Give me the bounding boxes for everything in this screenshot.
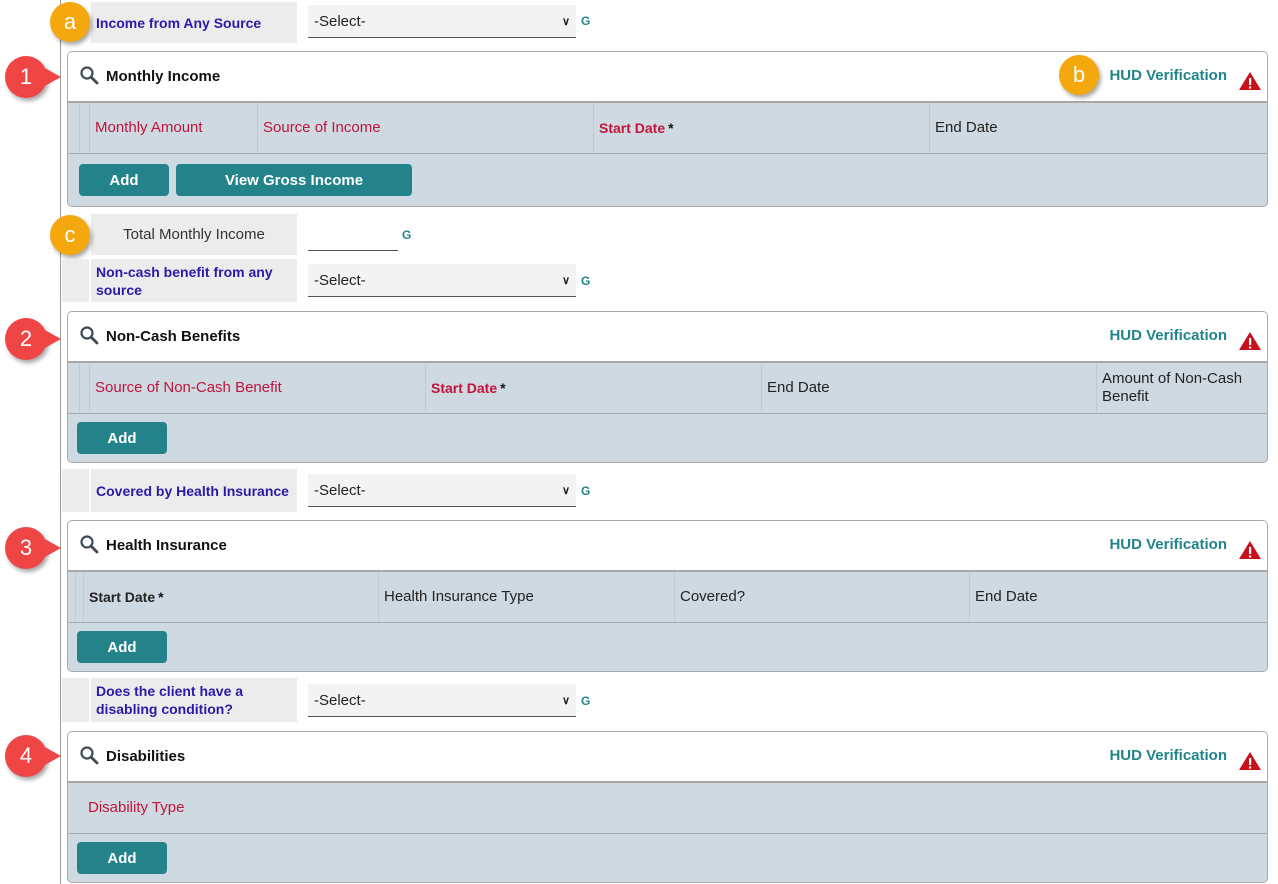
panel-title: Health Insurance — [106, 537, 227, 554]
health-insurance-panel: Health Insurance HUD Verification Start … — [67, 520, 1268, 672]
col-spacer — [79, 363, 89, 413]
panel-title: Non-Cash Benefits — [106, 328, 241, 345]
callout-3: 3 — [5, 527, 61, 569]
select-value: -Select- — [314, 271, 366, 289]
non-cash-benefits-panel: Non-Cash Benefits HUD Verification Sourc… — [67, 311, 1268, 463]
covered-health-select[interactable]: -Select- ∨ — [308, 474, 576, 507]
row-stub — [62, 259, 89, 302]
non-cash-any-source-label: Non-cash benefit from any source — [91, 259, 297, 302]
disabling-condition-select[interactable]: -Select- ∨ — [308, 684, 576, 717]
search-icon[interactable] — [80, 326, 100, 346]
warning-icon — [1239, 72, 1261, 90]
col-covered[interactable]: Covered? — [674, 572, 745, 622]
col-spacer — [75, 572, 83, 622]
non-cash-any-source-select[interactable]: -Select- ∨ — [308, 264, 576, 297]
g-indicator: G — [581, 14, 591, 28]
disabling-condition-label: Does the client have a disabling conditi… — [91, 678, 297, 722]
panel-title: Disabilities — [106, 748, 186, 765]
col-end-date[interactable]: End Date — [929, 103, 998, 153]
income-any-source-label: Income from Any Source — [91, 2, 297, 43]
col-health-insurance-type[interactable]: Health Insurance Type — [378, 572, 534, 622]
warning-icon — [1239, 752, 1261, 770]
g-indicator: G — [402, 228, 412, 242]
col-source-non-cash[interactable]: Source of Non-Cash Benefit — [89, 363, 282, 413]
g-indicator: G — [581, 274, 591, 288]
chevron-down-icon: ∨ — [561, 484, 570, 497]
required-mark: * — [500, 380, 506, 396]
add-button[interactable]: Add — [79, 164, 169, 196]
panel-title: Monthly Income — [106, 68, 221, 85]
col-start-date[interactable]: Start Date * — [593, 103, 674, 153]
search-icon[interactable] — [80, 66, 100, 86]
chevron-down-icon: ∨ — [561, 274, 570, 287]
col-end-date[interactable]: End Date — [969, 572, 1038, 622]
col-label: Start Date — [599, 120, 666, 136]
view-gross-income-button[interactable]: View Gross Income — [176, 164, 412, 196]
callout-2: 2 — [5, 318, 61, 360]
search-icon[interactable] — [80, 746, 100, 766]
table-header: Start Date * Health Insurance Type Covere… — [68, 572, 1267, 623]
panel-header: Non-Cash Benefits HUD Verification — [68, 312, 1267, 363]
col-end-date[interactable]: End Date — [761, 363, 830, 413]
callout-1: 1 — [5, 56, 61, 98]
total-monthly-income-label: Total Monthly Income — [91, 214, 297, 255]
chevron-down-icon: ∨ — [561, 694, 570, 707]
g-indicator: G — [581, 694, 591, 708]
hud-verification-link[interactable]: HUD Verification — [1109, 327, 1227, 344]
warning-icon — [1239, 541, 1261, 559]
panel-header: Disabilities HUD Verification — [68, 732, 1267, 783]
select-value: -Select- — [314, 12, 366, 30]
income-any-source-select[interactable]: -Select- ∨ — [308, 5, 576, 38]
callout-4: 4 — [5, 735, 61, 777]
covered-health-label: Covered by Health Insurance — [91, 469, 297, 512]
col-label: Start Date — [431, 380, 498, 396]
col-source-of-income[interactable]: Source of Income — [257, 103, 381, 153]
chevron-down-icon: ∨ — [561, 15, 570, 28]
table-header: Monthly Amount Source of Income Start Da… — [68, 103, 1267, 154]
callout-c: c — [50, 215, 90, 255]
table-header: Source of Non-Cash Benefit Start Date * E… — [68, 363, 1267, 414]
select-value: -Select- — [314, 691, 366, 709]
hud-verification-link[interactable]: HUD Verification — [1109, 747, 1227, 764]
total-monthly-income-input[interactable] — [308, 218, 398, 251]
button-row: Add — [68, 834, 1267, 882]
button-row: Add — [68, 623, 1267, 671]
disabilities-panel: Disabilities HUD Verification Disability… — [67, 731, 1268, 883]
col-spacer — [79, 103, 89, 153]
col-start-date[interactable]: Start Date * — [83, 572, 164, 622]
button-row: Add — [68, 414, 1267, 462]
required-mark: * — [158, 589, 164, 605]
callout-b: b — [1059, 55, 1099, 95]
required-mark: * — [668, 120, 674, 136]
col-amount-non-cash[interactable]: Amount of Non-Cash Benefit — [1096, 363, 1266, 413]
select-value: -Select- — [314, 481, 366, 499]
hud-verification-link[interactable]: HUD Verification — [1109, 536, 1227, 553]
row-stub — [62, 678, 89, 722]
warning-icon — [1239, 332, 1261, 350]
button-row: Add View Gross Income — [68, 154, 1267, 204]
table-header: Disability Type — [68, 783, 1267, 834]
add-button[interactable]: Add — [77, 422, 167, 454]
left-border — [60, 0, 61, 884]
callout-a: a — [50, 2, 90, 42]
col-monthly-amount[interactable]: Monthly Amount — [89, 103, 203, 153]
search-icon[interactable] — [80, 535, 100, 555]
col-start-date[interactable]: Start Date * — [425, 363, 506, 413]
row-stub — [62, 469, 89, 512]
col-label: Start Date — [89, 589, 156, 605]
col-disability-type[interactable]: Disability Type — [88, 799, 185, 816]
add-button[interactable]: Add — [77, 842, 167, 874]
hud-verification-link[interactable]: HUD Verification — [1109, 67, 1227, 84]
add-button[interactable]: Add — [77, 631, 167, 663]
panel-header: Health Insurance HUD Verification — [68, 521, 1267, 572]
g-indicator: G — [581, 484, 591, 498]
